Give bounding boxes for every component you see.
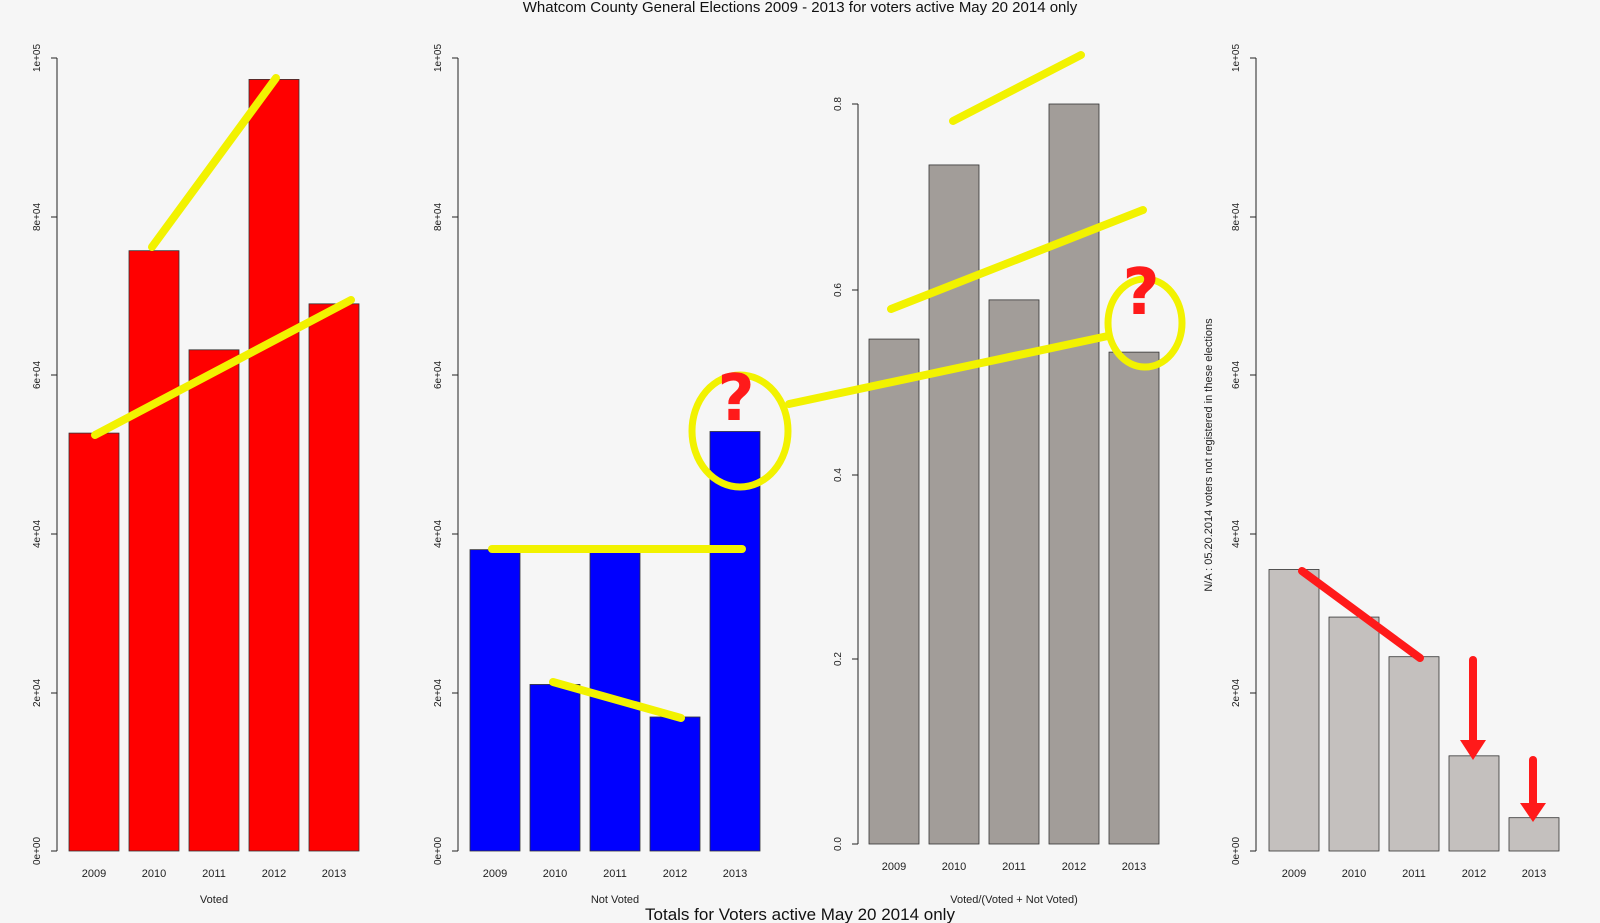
- y-tick-label: 1e+05: [433, 44, 444, 73]
- x-tick-label: 2009: [882, 861, 906, 873]
- x-tick-label: 2011: [1402, 868, 1426, 880]
- x-axis-label: Voted/(Voted + Not Voted): [950, 894, 1078, 906]
- panel-voted-ratio: 0.0 0.2 0.4 0.6 0.8 2009 2010 2011 2012 2013 Voted…: [833, 97, 1160, 906]
- y-tick-label: 1e+05: [32, 44, 43, 73]
- bar-2013: [1508, 817, 1560, 852]
- y-tick-label: 8e+04: [433, 203, 444, 232]
- bar-2009: [469, 549, 521, 852]
- y-tick-label: 8e+04: [1231, 203, 1242, 232]
- x-tick-label: 2009: [483, 868, 507, 880]
- highlight-circle: [688, 371, 792, 491]
- y-tick-label: 8e+04: [32, 203, 43, 232]
- down-trend-line: [1298, 567, 1424, 662]
- x-axis-label: Not Voted: [591, 894, 639, 906]
- x-tick-label: 2009: [1282, 868, 1306, 880]
- x-tick-label: 2013: [322, 868, 346, 880]
- bar-2011: [1388, 656, 1440, 852]
- x-tick-label: 2013: [1522, 868, 1546, 880]
- x-tick-label: 2013: [723, 868, 747, 880]
- y-tick-label: 0.2: [833, 652, 844, 666]
- bar-2012: [1448, 755, 1500, 852]
- bar-2009: [868, 338, 920, 845]
- y-tick-label: 2e+04: [32, 679, 43, 708]
- x-tick-label: 2010: [1342, 868, 1366, 880]
- y-axis-label: N/A : 05.20.2014 voters not registered i…: [1203, 318, 1215, 592]
- x-tick-label: 2011: [1002, 861, 1026, 873]
- x-tick-label: 2012: [1462, 868, 1486, 880]
- highlight-circle: [1104, 275, 1186, 371]
- down-arrow-head: [1520, 803, 1546, 822]
- x-axis-label: Voted: [200, 894, 228, 906]
- bar-2012: [649, 716, 701, 852]
- bar-2009: [68, 432, 120, 852]
- x-tick-label: 2012: [1062, 861, 1086, 873]
- x-tick-label: 2010: [142, 868, 166, 880]
- y-tick-label: 6e+04: [433, 361, 444, 390]
- bar-2010: [1328, 616, 1380, 852]
- y-tick-label: 4e+04: [433, 520, 444, 549]
- bar-2013: [1108, 351, 1160, 845]
- question-mark: ?: [1122, 256, 1159, 330]
- y-tick-label: 0e+00: [433, 837, 444, 866]
- x-tick-label: 2011: [202, 868, 226, 880]
- y-tick-label: 4e+04: [32, 520, 43, 549]
- y-tick-label: 1e+05: [1231, 44, 1242, 73]
- x-tick-label: 2011: [603, 868, 627, 880]
- y-tick-label: 4e+04: [1231, 520, 1242, 549]
- panel-voted: 0e+00 2e+04 4e+04 6e+04 8e+04 1e+05 2009 2010 20…: [32, 44, 360, 906]
- chart-subtitle: Totals for Voters active May 20 2014 onl…: [645, 905, 955, 923]
- trend-line-2009-2013: [91, 296, 355, 439]
- y-tick-label: 0e+00: [1231, 837, 1242, 866]
- bar-2010: [529, 684, 581, 852]
- question-mark: ?: [717, 362, 754, 436]
- trend-line-2010-2012: [949, 51, 1085, 125]
- x-tick-label: 2010: [942, 861, 966, 873]
- down-arrow-head: [1460, 740, 1486, 760]
- y-tick-label: 0e+00: [32, 837, 43, 866]
- x-tick-label: 2009: [82, 868, 106, 880]
- y-tick-label: 0.8: [833, 97, 844, 111]
- bar-2012: [248, 79, 300, 852]
- x-tick-label: 2013: [1122, 861, 1146, 873]
- x-tick-label: 2012: [663, 868, 687, 880]
- annotation-layer: ??: [91, 51, 1546, 822]
- y-tick-label: 2e+04: [1231, 679, 1242, 708]
- connector-line: [785, 332, 1112, 408]
- y-tick-label: 0.6: [833, 283, 844, 297]
- bar-2009: [1268, 569, 1320, 852]
- y-tick-label: 2e+04: [433, 679, 444, 708]
- bar-2010: [128, 250, 180, 852]
- y-tick-label: 6e+04: [1231, 361, 1242, 390]
- bar-2012: [1048, 103, 1100, 845]
- trend-line-2010-2012: [549, 678, 685, 722]
- panel-not-registered: 0e+00 2e+04 4e+04 6e+04 8e+04 1e+05 2009 2010 20…: [1203, 44, 1560, 880]
- bar-2013: [709, 431, 761, 852]
- x-tick-label: 2010: [543, 868, 567, 880]
- trend-line-2010-2012: [148, 74, 280, 251]
- bar-2011: [188, 349, 240, 852]
- trend-line-2009-2013: [887, 206, 1147, 313]
- chart-panels: 0e+00 2e+04 4e+04 6e+04 8e+04 1e+05 2009 2010 20…: [32, 44, 1560, 906]
- y-tick-label: 6e+04: [32, 361, 43, 390]
- y-tick-label: 0.0: [833, 837, 844, 851]
- bar-2010: [928, 164, 980, 845]
- bar-2011: [988, 299, 1040, 845]
- chart-title: Whatcom County General Elections 2009 - …: [523, 0, 1078, 16]
- y-tick-label: 0.4: [833, 468, 844, 482]
- bar-2013: [308, 303, 360, 852]
- x-tick-label: 2012: [262, 868, 286, 880]
